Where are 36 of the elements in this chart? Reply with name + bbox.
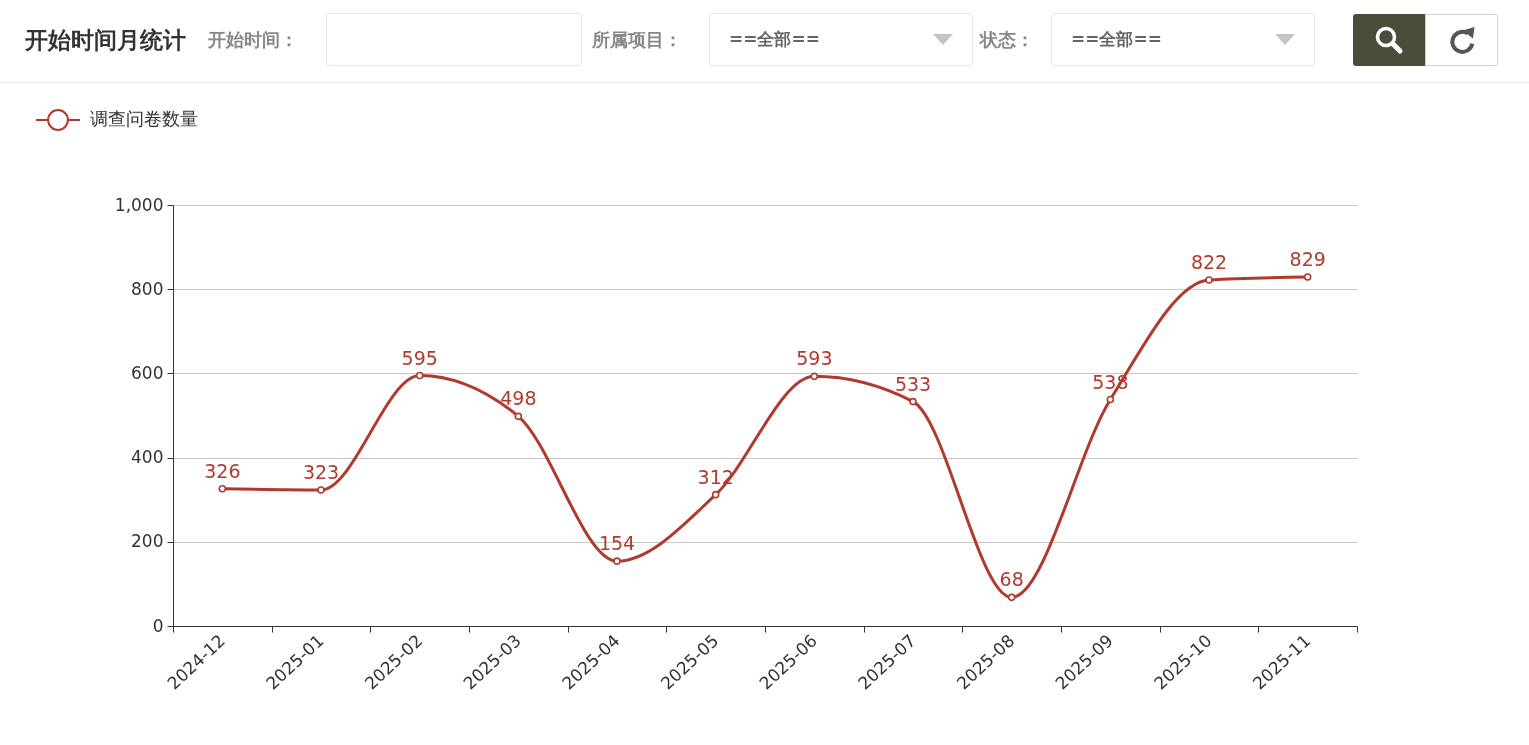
point [1007, 593, 1016, 602]
data-label: 829 [1289, 247, 1326, 270]
data-label: 68 [999, 568, 1024, 591]
data-label: 593 [796, 347, 833, 370]
point [1303, 273, 1312, 281]
y-tick-label: 400 [131, 447, 164, 468]
data-label: 326 [204, 459, 241, 482]
point [810, 372, 819, 381]
point [1205, 276, 1213, 284]
data-label: 154 [598, 532, 636, 555]
point [711, 490, 720, 499]
point [514, 412, 523, 421]
data-label: 595 [401, 346, 438, 369]
point [1106, 395, 1115, 404]
y-tick-label: 1,000 [114, 194, 164, 215]
text: 状态： [980, 28, 1034, 52]
point [415, 371, 424, 380]
text: 开始时间： [208, 28, 298, 52]
y-tick-label: 800 [131, 278, 164, 299]
select-field: ==全部== [709, 13, 973, 66]
point [218, 484, 227, 493]
text: 所属项目： [592, 28, 682, 52]
data-label: 822 [1190, 250, 1228, 273]
data-label: 312 [697, 465, 734, 488]
legend-label: 调查问卷数量 [90, 108, 198, 129]
y-tick-label: 600 [131, 362, 164, 383]
point [613, 557, 621, 565]
y-tick-label: 200 [131, 531, 164, 552]
chart-title: 开始时间月统计 [25, 26, 186, 55]
y-tick-label: 0 [152, 615, 164, 636]
point [317, 486, 325, 494]
point [909, 397, 917, 406]
select-field: ==全部== [1051, 13, 1315, 66]
data-label: 323 [302, 461, 340, 484]
data-label: 498 [500, 387, 537, 410]
data-label: 533 [894, 372, 932, 395]
